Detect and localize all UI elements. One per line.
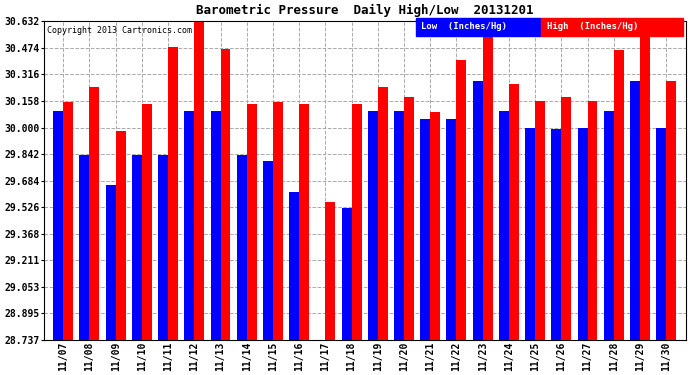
Bar bbox=[535, 101, 545, 340]
Bar bbox=[404, 98, 414, 340]
Bar bbox=[587, 101, 598, 340]
Bar bbox=[352, 104, 362, 340]
Bar bbox=[378, 87, 388, 340]
Bar bbox=[289, 192, 299, 340]
Bar bbox=[221, 48, 230, 340]
Bar bbox=[473, 81, 483, 340]
Bar bbox=[247, 104, 257, 340]
Bar bbox=[562, 98, 571, 340]
Bar bbox=[457, 60, 466, 340]
Bar bbox=[431, 112, 440, 340]
Bar bbox=[168, 47, 178, 340]
Bar bbox=[263, 161, 273, 340]
Bar bbox=[613, 50, 624, 340]
Bar bbox=[446, 119, 457, 340]
Bar bbox=[342, 209, 352, 340]
Bar bbox=[132, 154, 142, 340]
Bar bbox=[326, 202, 335, 340]
Bar bbox=[158, 154, 168, 340]
Bar bbox=[237, 154, 247, 340]
Bar bbox=[53, 111, 63, 340]
Bar bbox=[210, 111, 221, 340]
Bar bbox=[273, 102, 283, 340]
Bar bbox=[656, 128, 666, 340]
Bar bbox=[640, 23, 650, 340]
Bar bbox=[499, 111, 509, 340]
Title: Barometric Pressure  Daily High/Low  20131201: Barometric Pressure Daily High/Low 20131… bbox=[196, 4, 533, 17]
Bar bbox=[604, 111, 613, 340]
Bar bbox=[116, 131, 126, 340]
Bar bbox=[525, 128, 535, 340]
Bar bbox=[63, 102, 73, 340]
Bar bbox=[299, 104, 309, 340]
Bar bbox=[90, 87, 99, 340]
Text: Copyright 2013 Cartronics.com: Copyright 2013 Cartronics.com bbox=[47, 26, 192, 35]
Bar bbox=[420, 119, 431, 340]
Bar bbox=[184, 111, 195, 340]
Bar bbox=[578, 128, 587, 340]
Bar bbox=[483, 20, 493, 340]
Bar bbox=[195, 22, 204, 340]
Bar bbox=[551, 129, 562, 340]
Bar bbox=[630, 81, 640, 340]
Bar bbox=[368, 111, 378, 340]
Bar bbox=[79, 154, 90, 340]
Bar bbox=[509, 84, 519, 340]
Bar bbox=[666, 81, 676, 340]
Bar bbox=[106, 185, 116, 340]
Bar bbox=[142, 104, 152, 340]
Bar bbox=[394, 111, 404, 340]
